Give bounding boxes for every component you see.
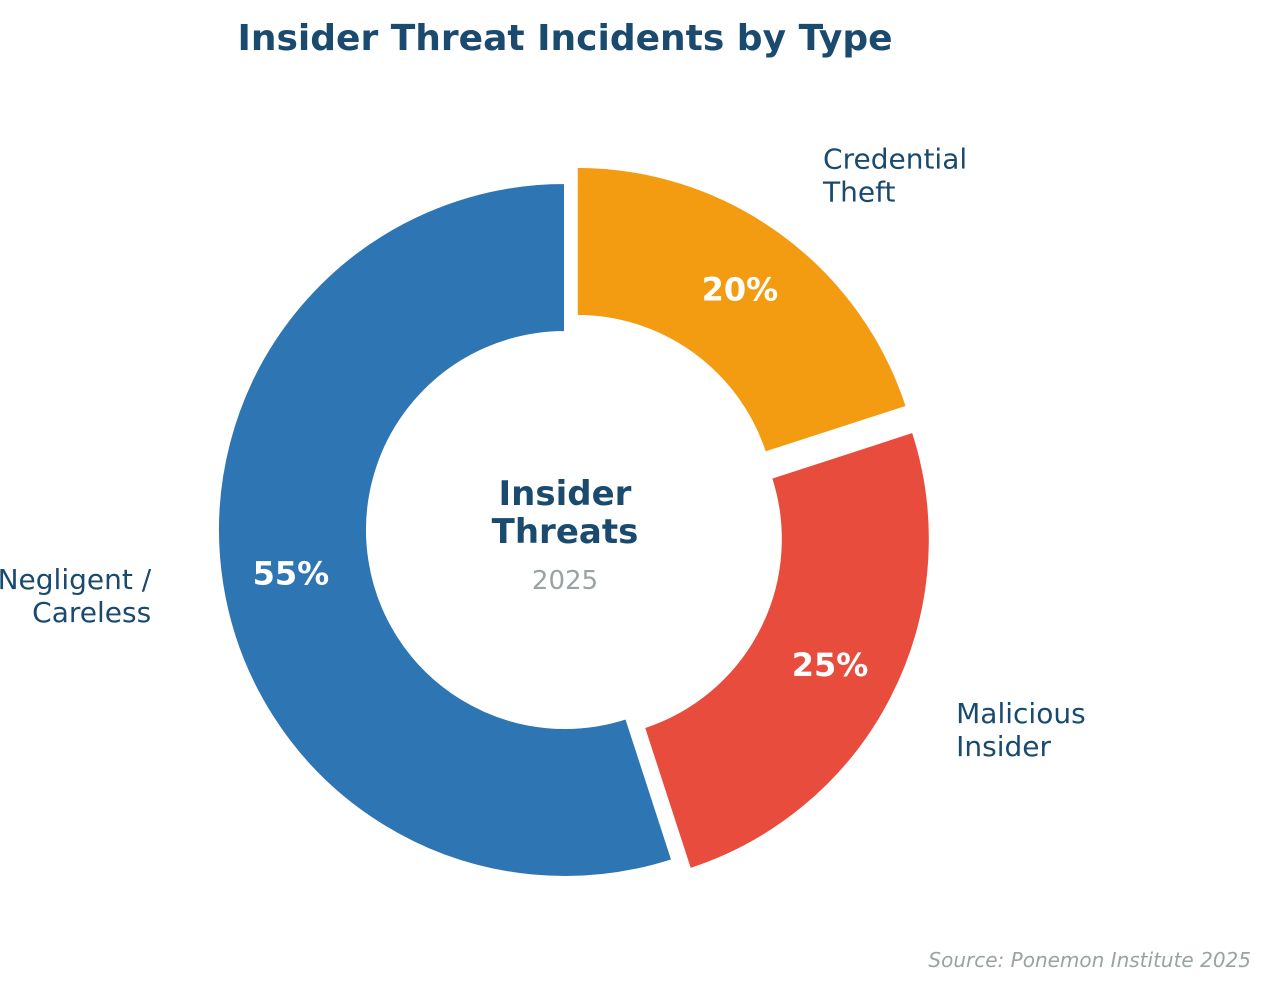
slice-percent-label: 20% <box>702 270 779 308</box>
slice-category-label-line: Careless <box>32 596 151 629</box>
slice-category-label: Negligent / Careless <box>0 563 152 629</box>
slice-percent-label: 25% <box>792 646 869 684</box>
donut-slice <box>642 430 931 871</box>
slice-category-label-line: Malicious <box>956 697 1086 730</box>
slice-category-label-line: Insider <box>956 730 1051 763</box>
center-label: Insider Threats 2025 <box>492 474 639 596</box>
slice-category-label-line: Credential <box>823 142 967 175</box>
donut-slice <box>217 181 674 878</box>
center-title-line-1: Insider <box>499 474 632 514</box>
slice-percent-label: 55% <box>253 554 330 592</box>
source-note: Source: Ponemon Institute 2025 <box>928 948 1251 972</box>
slice-category-label: Malicious Insider <box>956 697 1086 763</box>
slice-category-label-line: Theft <box>822 175 895 208</box>
center-year: 2025 <box>532 566 598 596</box>
slice-category-label-line: Negligent / <box>0 563 152 596</box>
donut-slice <box>575 165 909 454</box>
center-title-line-2: Threats <box>492 512 639 552</box>
slice-category-label: Credential Theft <box>822 142 967 208</box>
chart-title: Insider Threat Incidents by Type <box>237 18 892 59</box>
